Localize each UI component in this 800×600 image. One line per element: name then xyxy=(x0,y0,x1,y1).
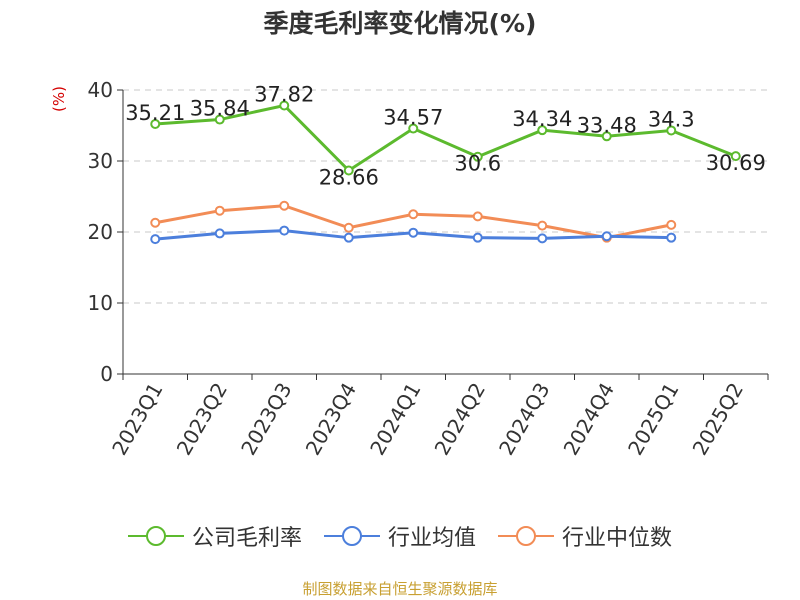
legend-swatch-icon xyxy=(323,526,380,546)
data-point xyxy=(666,232,677,243)
x-tick-label: 2025Q1 xyxy=(623,379,683,460)
data-label: 34.57 xyxy=(383,106,443,130)
data-point xyxy=(601,131,612,142)
data-label: 34.34 xyxy=(512,107,572,131)
data-point xyxy=(343,165,354,176)
data-point xyxy=(730,151,741,162)
y-tick-label: 40 xyxy=(88,78,113,102)
y-tick-label: 0 xyxy=(100,362,113,386)
data-point xyxy=(537,220,548,231)
data-point xyxy=(279,200,290,211)
data-point xyxy=(601,231,612,242)
legend-label: 行业均值 xyxy=(387,526,476,551)
data-point xyxy=(408,209,419,220)
x-tick-label: 2023Q4 xyxy=(301,379,361,460)
data-point xyxy=(472,151,483,162)
data-point xyxy=(666,219,677,230)
legend-item[interactable]: 公司毛利率 xyxy=(127,520,302,552)
data-point xyxy=(279,100,290,111)
x-tick-label: 2024Q1 xyxy=(365,379,425,460)
data-point xyxy=(537,233,548,244)
x-tick-label: 2023Q3 xyxy=(236,379,296,460)
data-point xyxy=(343,222,354,233)
data-label: 28.66 xyxy=(319,166,379,190)
data-label: 35.84 xyxy=(190,97,250,121)
data-point xyxy=(150,119,161,130)
x-tick-label: 2024Q3 xyxy=(494,379,554,460)
data-point xyxy=(150,217,161,228)
data-point xyxy=(408,227,419,238)
legend-label: 公司毛利率 xyxy=(191,526,302,551)
data-point xyxy=(279,225,290,236)
data-label: 30.69 xyxy=(706,151,766,175)
data-point xyxy=(537,125,548,136)
data-point xyxy=(343,232,354,243)
x-tick-label: 2023Q2 xyxy=(172,379,232,460)
legend-swatch-icon xyxy=(127,526,184,546)
data-point xyxy=(214,205,225,216)
legend: 公司毛利率 行业均值 行业中位数 xyxy=(0,520,800,552)
data-point xyxy=(214,228,225,239)
x-tick-label: 2025Q2 xyxy=(688,379,748,460)
y-tick-label: 20 xyxy=(88,220,113,244)
series-line xyxy=(155,103,737,173)
legend-label: 行业中位数 xyxy=(562,526,673,551)
chart-title: 季度毛利率变化情况(%) xyxy=(263,9,537,38)
data-point xyxy=(472,211,483,222)
source-note: 制图数据来自恒生聚源数据库 xyxy=(302,580,498,598)
data-label: 35.21 xyxy=(125,101,185,125)
data-point xyxy=(408,123,419,134)
data-point xyxy=(666,125,677,136)
data-point xyxy=(150,234,161,245)
legend-swatch-icon xyxy=(498,526,554,546)
x-tick-label: 2024Q4 xyxy=(559,379,619,460)
legend-item[interactable]: 行业中位数 xyxy=(498,520,672,552)
data-label: 34.3 xyxy=(648,107,695,131)
y-tick-label: 30 xyxy=(88,149,113,173)
data-label: 37.82 xyxy=(254,82,314,106)
data-label: 33.48 xyxy=(577,113,637,137)
data-point xyxy=(472,232,483,243)
data-label: 30.6 xyxy=(454,152,501,176)
x-tick-label: 2023Q1 xyxy=(107,379,167,460)
legend-item[interactable]: 行业均值 xyxy=(323,520,476,552)
data-point xyxy=(214,114,225,125)
x-tick-label: 2024Q2 xyxy=(430,379,490,460)
y-tick-label: 10 xyxy=(88,291,113,315)
